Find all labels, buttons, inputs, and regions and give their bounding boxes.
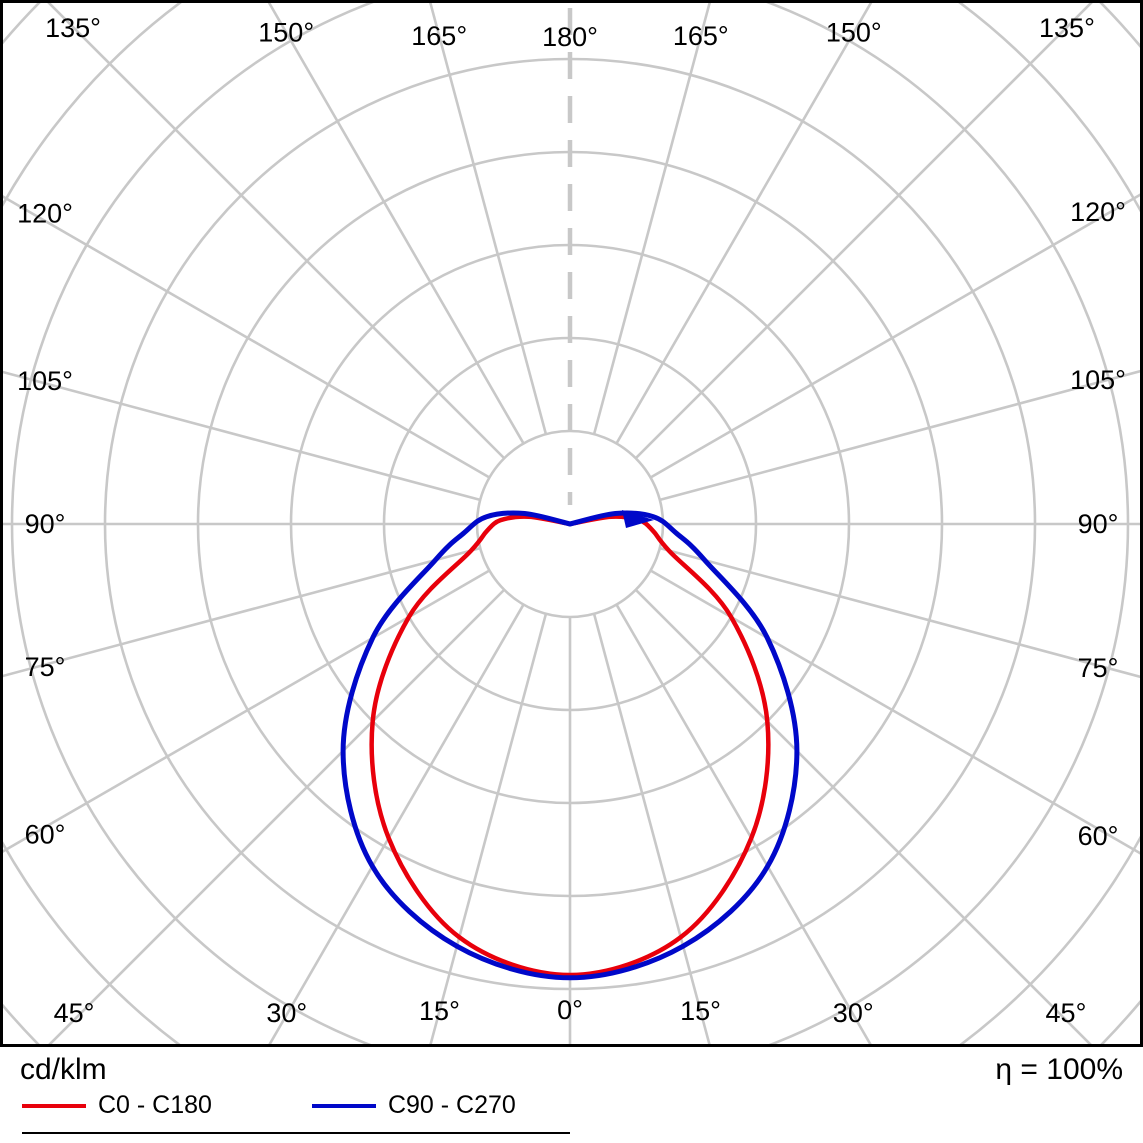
grid-radial-line xyxy=(649,569,1140,855)
angle-label: 120° xyxy=(17,199,73,229)
legend-label-c90-c270: C90 - C270 xyxy=(387,1091,516,1119)
legend-item-c90-c270: C90 - C270 xyxy=(311,1091,516,1120)
angle-label: 150° xyxy=(258,17,314,47)
polar-grid xyxy=(3,3,1140,1044)
angle-label: 0° xyxy=(557,995,583,1025)
polar-diagram-svg: 0° 15° 15° 30° 30° 45° 45° 60° 60° 75° 75° 90° 90° 10… xyxy=(0,0,1143,1047)
curve-c0-c180 xyxy=(369,514,771,978)
legend-line-blue-icon xyxy=(311,1103,376,1108)
legend-item-c0-c180: C0 - C180 xyxy=(22,1091,212,1120)
chart-footer: cd/klm η = 100% C0 - C180 C90 - C270 xyxy=(0,1047,1143,1143)
units-label: cd/klm xyxy=(20,1053,107,1086)
grid-radial-line xyxy=(267,3,525,445)
angle-label: 135° xyxy=(45,13,101,43)
grid-radial-line xyxy=(649,193,1140,479)
grid-radial-line xyxy=(429,613,548,1044)
grid-radial-line xyxy=(3,546,481,678)
angle-label: 15° xyxy=(419,996,460,1026)
angle-label: 135° xyxy=(1039,13,1095,43)
angle-label: 60° xyxy=(1078,821,1119,851)
angle-labels: 0° 15° 15° 30° 30° 45° 45° 60° 60° 75° 75° 90° 90° 10… xyxy=(17,13,1126,1028)
grid-radial-line xyxy=(268,603,525,1044)
angle-label: 30° xyxy=(266,998,307,1028)
angle-label: 45° xyxy=(1046,998,1087,1028)
grid-radial-line xyxy=(659,546,1140,679)
angle-label: 165° xyxy=(673,21,729,51)
angle-label: 90° xyxy=(1078,509,1119,539)
footer-top-row: cd/klm η = 100% xyxy=(20,1053,1123,1087)
grid-radial-line xyxy=(429,3,548,435)
chart-legend: C0 - C180 C90 - C270 xyxy=(22,1091,570,1134)
angle-label: 120° xyxy=(1070,197,1126,227)
angle-label: 75° xyxy=(1078,653,1119,683)
legend-line-red-icon xyxy=(22,1103,86,1108)
grid-radial-line xyxy=(634,3,1093,460)
plot-border xyxy=(0,0,1143,1047)
angle-label: 60° xyxy=(25,819,66,849)
polar-intensity-chart: 0° 15° 15° 30° 30° 45° 45° 60° 60° 75° 75° 90° 90° 10… xyxy=(0,0,1143,1047)
angle-label: 150° xyxy=(826,17,882,47)
efficiency-label: η = 100% xyxy=(995,1053,1123,1086)
angle-label: 30° xyxy=(833,998,874,1028)
grid-radial-line xyxy=(3,569,491,853)
angle-label: 105° xyxy=(17,366,73,396)
angle-label: 165° xyxy=(411,21,467,51)
legend-label-c0-c180: C0 - C180 xyxy=(98,1091,212,1119)
angle-label: 75° xyxy=(25,652,66,682)
grid-radial-line xyxy=(592,613,711,1044)
grid-radial-line xyxy=(615,603,872,1044)
grid-radial-line xyxy=(47,3,506,460)
angle-label: 45° xyxy=(54,998,95,1028)
grid-radial-line xyxy=(659,369,1140,502)
curve-c90-c270 xyxy=(340,510,800,981)
series-path xyxy=(340,510,800,981)
series-path xyxy=(369,514,771,978)
angle-label: 180° xyxy=(542,22,598,52)
grid-radial-line xyxy=(3,195,491,479)
direction-arrow-icon xyxy=(622,510,654,528)
grid-radial-line xyxy=(634,588,1092,1044)
angle-label: 90° xyxy=(25,509,66,539)
grid-radial-line xyxy=(48,588,506,1044)
grid-radial-line xyxy=(3,370,481,502)
angle-label: 105° xyxy=(1070,365,1126,395)
grid-radial-line xyxy=(592,3,711,435)
angle-label: 15° xyxy=(680,996,721,1026)
grid-radial-line xyxy=(615,3,873,445)
